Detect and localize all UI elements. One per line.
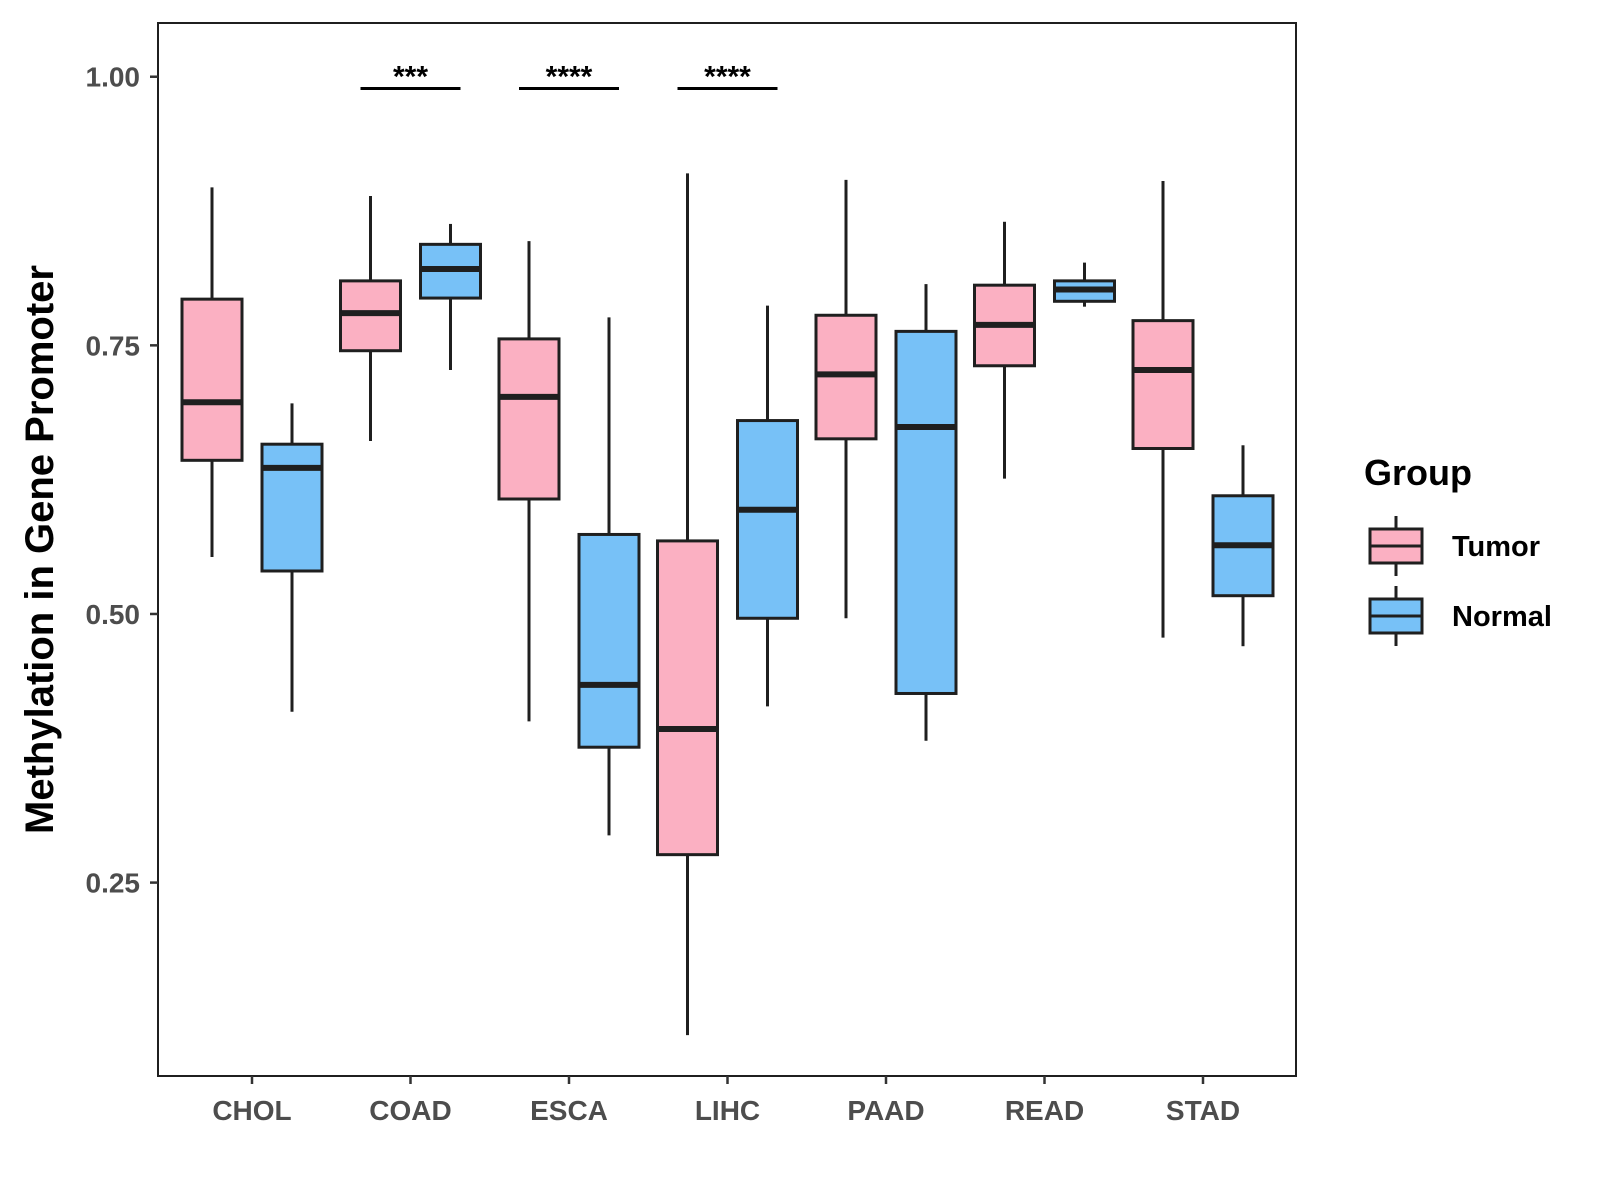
- x-tick-label: COAD: [369, 1095, 451, 1126]
- box-tumor-esca: [497, 337, 561, 501]
- y-axis-title: Methylation in Gene Promoter: [18, 265, 62, 834]
- x-tick-label: READ: [1005, 1095, 1084, 1126]
- x-tick-label: PAAD: [847, 1095, 924, 1126]
- legend: Group Tumor Normal: [1364, 452, 1552, 646]
- significance-label-coad: ***: [393, 61, 428, 94]
- box-tumor-stad: [1131, 319, 1195, 450]
- significance-label-lihc: ****: [704, 61, 751, 94]
- box-normal-lihc: [736, 419, 799, 620]
- legend-label-tumor: Tumor: [1452, 531, 1540, 563]
- y-tick-label: 0.75: [86, 330, 141, 361]
- legend-label-normal: Normal: [1452, 601, 1552, 633]
- x-tick-label: CHOL: [212, 1095, 291, 1126]
- legend-title: Group: [1364, 452, 1472, 493]
- x-tick-label: STAD: [1166, 1095, 1240, 1126]
- x-tick-label: LIHC: [695, 1095, 760, 1126]
- x-tick-label: ESCA: [530, 1095, 608, 1126]
- y-tick-label: 1.00: [86, 62, 141, 93]
- y-tick-label: 0.25: [86, 868, 141, 899]
- box-tumor-chol: [180, 297, 244, 462]
- significance-label-esca: ****: [546, 61, 593, 94]
- box-normal-paad: [894, 329, 958, 695]
- box-tumor-lihc: [656, 539, 719, 857]
- box-normal-esca: [577, 532, 641, 749]
- y-tick-label: 0.50: [86, 599, 141, 630]
- plot-panel-border: [157, 22, 1297, 1077]
- box-normal-chol: [260, 442, 324, 573]
- plot-area: 0.25 0.50 0.75 1.00 CHOL COAD ESCA LIHC PAAD READ…: [86, 22, 1297, 1126]
